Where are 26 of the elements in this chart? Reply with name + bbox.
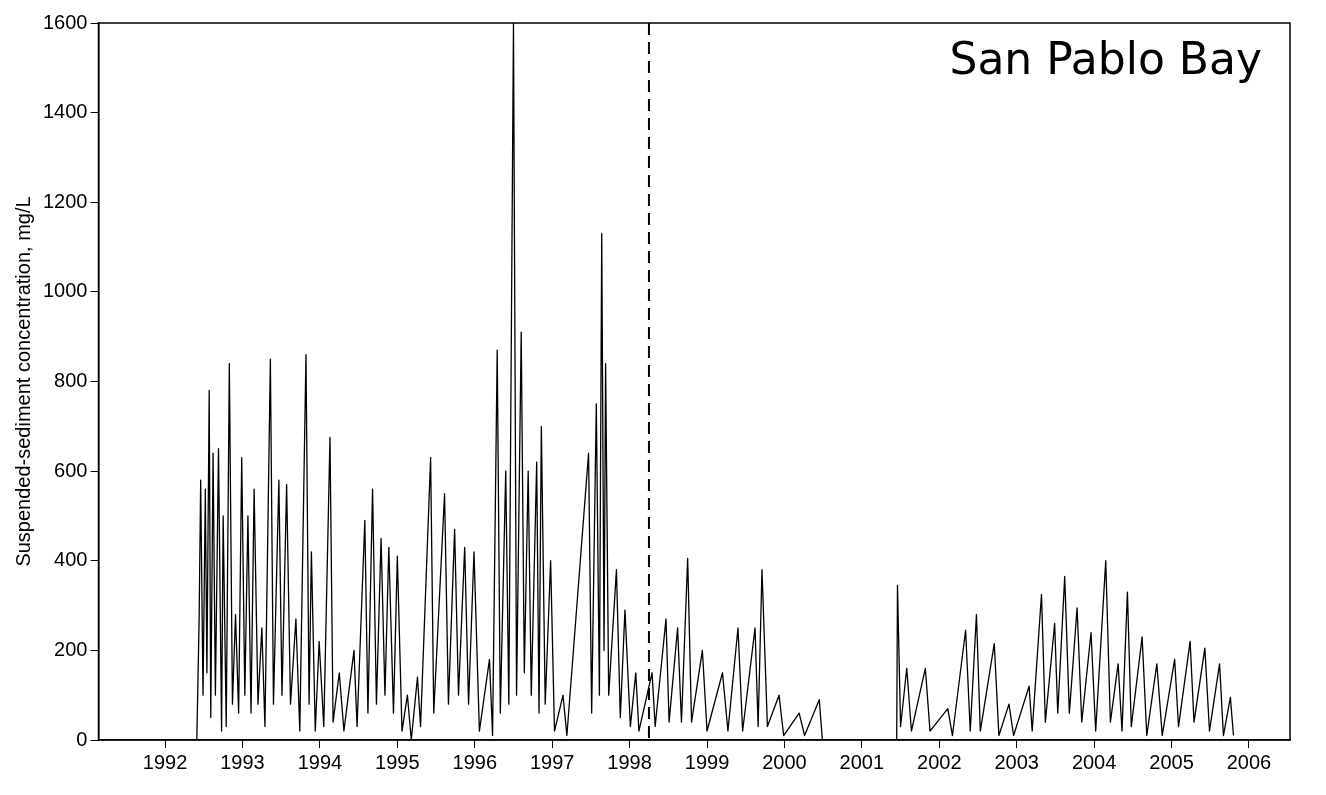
y-tick-label: 200 xyxy=(54,637,88,660)
x-tick-label: 2005 xyxy=(1149,750,1194,773)
x-tick-label: 2004 xyxy=(1071,750,1117,773)
y-tick-label: 600 xyxy=(54,458,88,481)
x-tick-label: 2000 xyxy=(762,750,807,773)
x-tick-label: 2003 xyxy=(994,750,1039,773)
y-tick-label: 1600 xyxy=(42,10,88,33)
y-tick-label: 1400 xyxy=(42,100,88,123)
y-axis-title: Suspended-sediment concentration, mg/L xyxy=(11,196,34,567)
x-tick-label: 1995 xyxy=(375,750,420,773)
x-tick-label: 1992 xyxy=(142,750,188,773)
x-tick-label: 1999 xyxy=(684,750,730,773)
y-tick-label: 800 xyxy=(54,369,88,392)
x-tick-label: 1998 xyxy=(607,750,652,773)
x-tick-label: 2006 xyxy=(1226,750,1272,773)
x-tick-label: 2001 xyxy=(839,750,885,773)
y-tick-label: 1000 xyxy=(42,279,88,302)
x-tick-label: 1993 xyxy=(220,750,265,773)
annotation: San Pablo Bay xyxy=(949,33,1262,85)
x-tick-label: 2002 xyxy=(917,750,962,773)
x-tick-label: 1997 xyxy=(529,750,575,773)
y-tick-label: 1200 xyxy=(42,189,88,212)
y-tick-label: 400 xyxy=(54,548,88,571)
x-tick-label: 1994 xyxy=(297,750,343,773)
y-tick-label: 0 xyxy=(76,727,88,750)
x-tick-label: 1996 xyxy=(452,750,498,773)
